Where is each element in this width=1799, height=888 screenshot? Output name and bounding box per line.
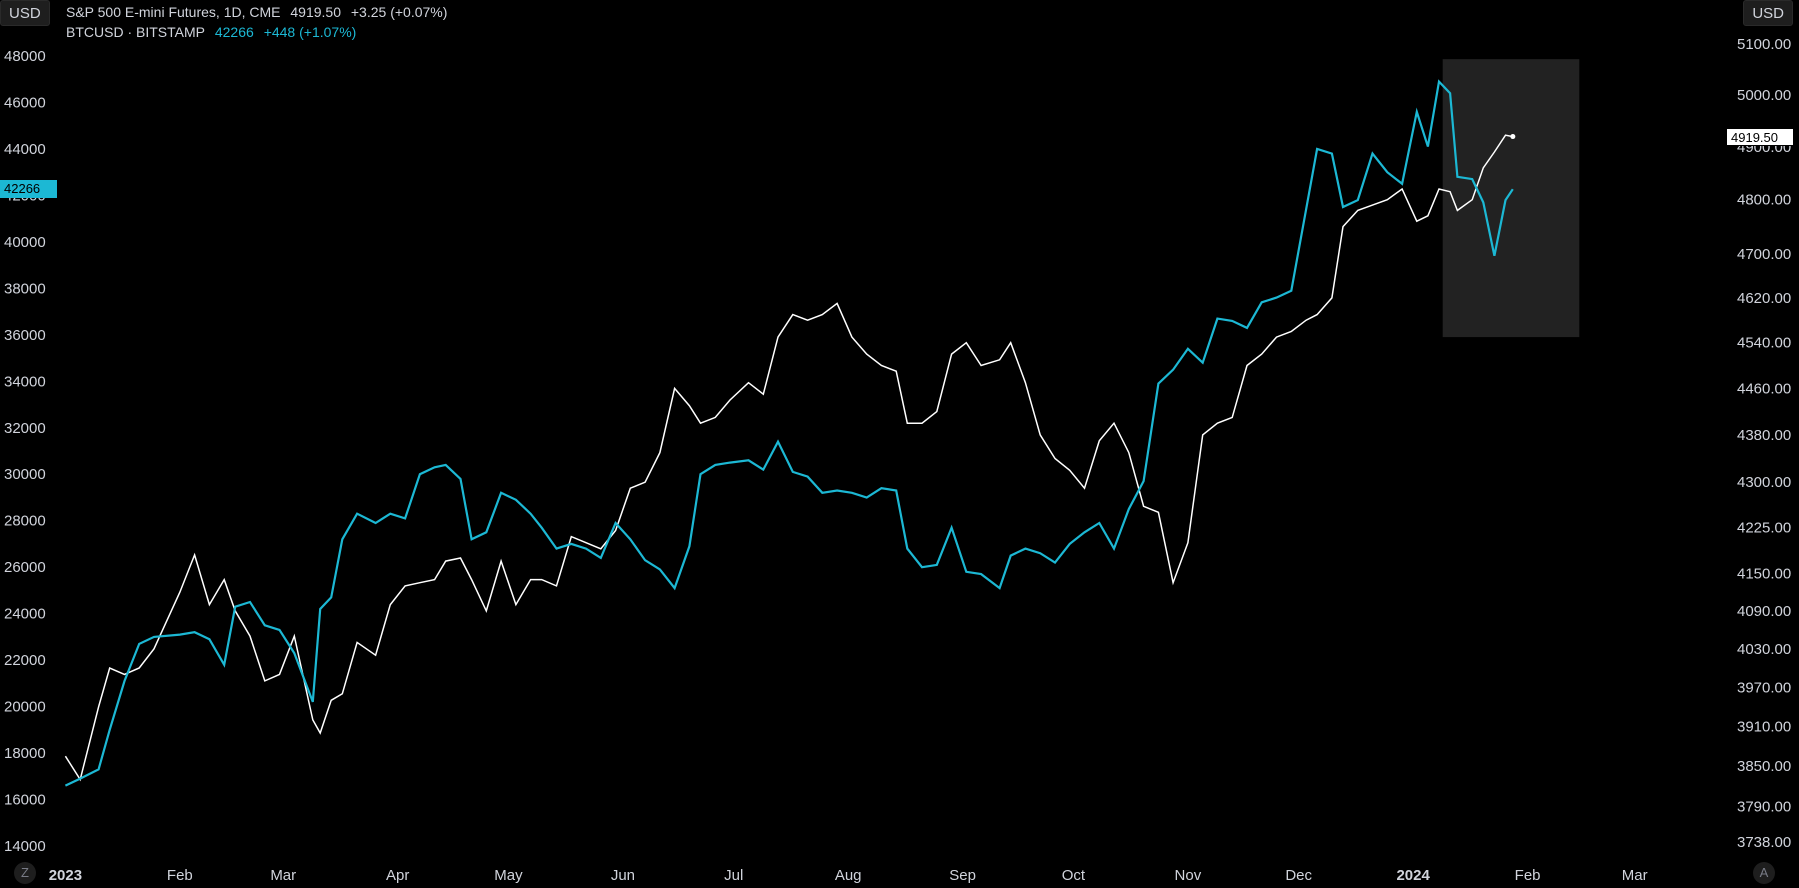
left-axis-tick-28000: 28000 [4,513,46,530]
btc-legend[interactable]: BTCUSD · BITSTAMP 42266 +448 (+1.07%) [66,24,362,40]
spx-legend-name: S&P 500 E-mini Futures, 1D, CME [66,4,281,20]
time-axis-tick-1: Feb [167,867,193,884]
right-axis-tick-4090.00: 4090.00 [1737,603,1791,620]
time-axis-tick-8: Sep [949,867,976,884]
time-axis-tick-6: Jul [724,867,743,884]
time-axis-tick-14: Mar [1622,867,1648,884]
btc-series-line [64,79,1514,787]
time-axis-tick-4: May [494,867,523,884]
zoom-button[interactable]: Z [14,862,36,884]
right-axis-tick-4150.00: 4150.00 [1737,565,1791,582]
time-axis-tick-5: Jun [611,867,635,884]
btc-legend-price: 42266 [214,24,254,40]
left-axis-tick-40000: 40000 [4,234,46,251]
right-axis-tick-4380.00: 4380.00 [1737,427,1791,444]
right-axis-tick-5100.00: 5100.00 [1737,36,1791,53]
left-axis-tick-16000: 16000 [4,792,46,809]
btc-last-price-tag: 42266 [0,180,57,199]
right-axis-tick-3738.00: 3738.00 [1737,834,1791,851]
right-axis-tick-4620.00: 4620.00 [1737,290,1791,307]
auto-scale-button[interactable]: A [1753,862,1775,884]
left-currency-button[interactable]: USD [0,0,50,26]
left-axis-tick-48000: 48000 [4,48,46,65]
right-price-axis[interactable]: 5100.005000.004900.004800.004700.004620.… [1737,36,1791,851]
spx-legend-price: 4919.50 [290,4,341,20]
time-axis-tick-13: Feb [1515,867,1541,884]
right-axis-tick-3850.00: 3850.00 [1737,758,1791,775]
left-axis-tick-24000: 24000 [4,606,46,623]
highlight-region [1442,59,1580,338]
spx-legend[interactable]: S&P 500 E-mini Futures, 1D, CME 4919.50 … [66,4,453,20]
left-axis-tick-46000: 46000 [4,94,46,111]
left-axis-tick-32000: 32000 [4,420,46,437]
time-axis[interactable]: 2023 Feb Mar Apr May Jun Jul Aug Sep Oct Nov Dec 202… [49,867,1648,884]
btc-legend-change: +448 (+1.07%) [263,24,357,40]
right-axis-tick-3970.00: 3970.00 [1737,679,1791,696]
spx-series-line [64,134,1513,782]
right-axis-tick-3910.00: 3910.00 [1737,718,1791,735]
right-axis-tick-4700.00: 4700.00 [1737,246,1791,263]
time-axis-tick-3: Apr [386,867,409,884]
left-axis-tick-34000: 34000 [4,373,46,390]
right-axis-tick-5000.00: 5000.00 [1737,87,1791,104]
right-axis-tick-4460.00: 4460.00 [1737,380,1791,397]
left-axis-tick-36000: 36000 [4,327,46,344]
left-axis-tick-20000: 20000 [4,699,46,716]
right-axis-tick-4030.00: 4030.00 [1737,641,1791,658]
right-axis-tick-4800.00: 4800.00 [1737,192,1791,209]
time-axis-tick-0: 2023 [49,867,82,884]
time-axis-tick-10: Nov [1175,867,1202,884]
left-axis-tick-14000: 14000 [4,838,46,855]
right-axis-tick-4540.00: 4540.00 [1737,335,1791,352]
left-price-axis[interactable]: 4800046000440004200040000380003600034000… [4,48,46,855]
left-axis-tick-38000: 38000 [4,280,46,297]
right-axis-tick-4300.00: 4300.00 [1737,474,1791,491]
spx-last-dot [1510,134,1516,140]
time-axis-tick-12: 2024 [1396,867,1430,884]
left-axis-tick-26000: 26000 [4,559,46,576]
time-axis-tick-2: Mar [270,867,296,884]
left-axis-tick-22000: 22000 [4,652,46,669]
spx-last-price-tag: 4919.50 [1726,127,1794,146]
btc-legend-name: BTCUSD · BITSTAMP [66,24,205,40]
right-axis-tick-4225.00: 4225.00 [1737,519,1791,536]
time-axis-tick-7: Aug [835,867,862,884]
left-axis-tick-44000: 44000 [4,141,46,158]
right-axis-tick-3790.00: 3790.00 [1737,799,1791,816]
time-axis-tick-9: Oct [1062,867,1086,884]
left-axis-tick-18000: 18000 [4,745,46,762]
time-axis-tick-11: Dec [1285,867,1312,884]
left-axis-tick-30000: 30000 [4,466,46,483]
spx-legend-change: +3.25 (+0.07%) [350,4,448,20]
right-currency-button[interactable]: USD [1743,0,1793,26]
